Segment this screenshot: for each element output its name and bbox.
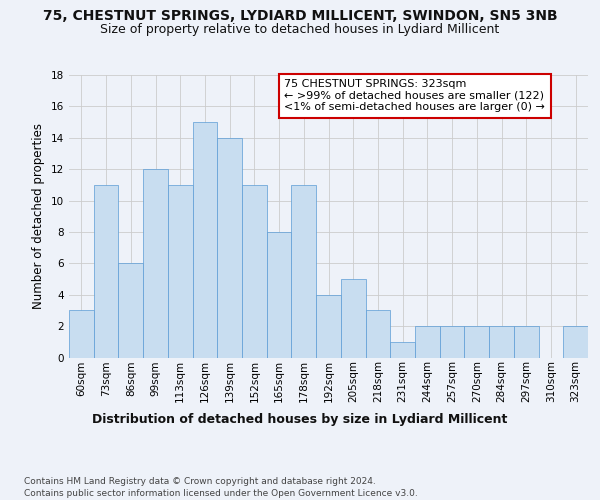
Y-axis label: Number of detached properties: Number of detached properties — [32, 123, 46, 309]
Bar — [193, 122, 217, 358]
Bar — [217, 138, 242, 358]
Bar — [415, 326, 440, 358]
Bar — [168, 185, 193, 358]
Bar — [118, 264, 143, 358]
Text: 75, CHESTNUT SPRINGS, LYDIARD MILLICENT, SWINDON, SN5 3NB: 75, CHESTNUT SPRINGS, LYDIARD MILLICENT,… — [43, 9, 557, 23]
Bar — [94, 185, 118, 358]
Text: 75 CHESTNUT SPRINGS: 323sqm
← >99% of detached houses are smaller (122)
<1% of s: 75 CHESTNUT SPRINGS: 323sqm ← >99% of de… — [284, 79, 545, 112]
Bar — [267, 232, 292, 358]
Bar — [440, 326, 464, 358]
Bar — [514, 326, 539, 358]
Bar — [464, 326, 489, 358]
Bar — [489, 326, 514, 358]
Bar — [390, 342, 415, 357]
Bar — [563, 326, 588, 358]
Bar — [292, 185, 316, 358]
Text: Contains HM Land Registry data © Crown copyright and database right 2024.
Contai: Contains HM Land Registry data © Crown c… — [24, 476, 418, 498]
Bar — [341, 279, 365, 357]
Text: Size of property relative to detached houses in Lydiard Millicent: Size of property relative to detached ho… — [100, 22, 500, 36]
Bar — [242, 185, 267, 358]
Bar — [143, 169, 168, 358]
Bar — [365, 310, 390, 358]
Text: Distribution of detached houses by size in Lydiard Millicent: Distribution of detached houses by size … — [92, 412, 508, 426]
Bar — [69, 310, 94, 358]
Bar — [316, 294, 341, 358]
